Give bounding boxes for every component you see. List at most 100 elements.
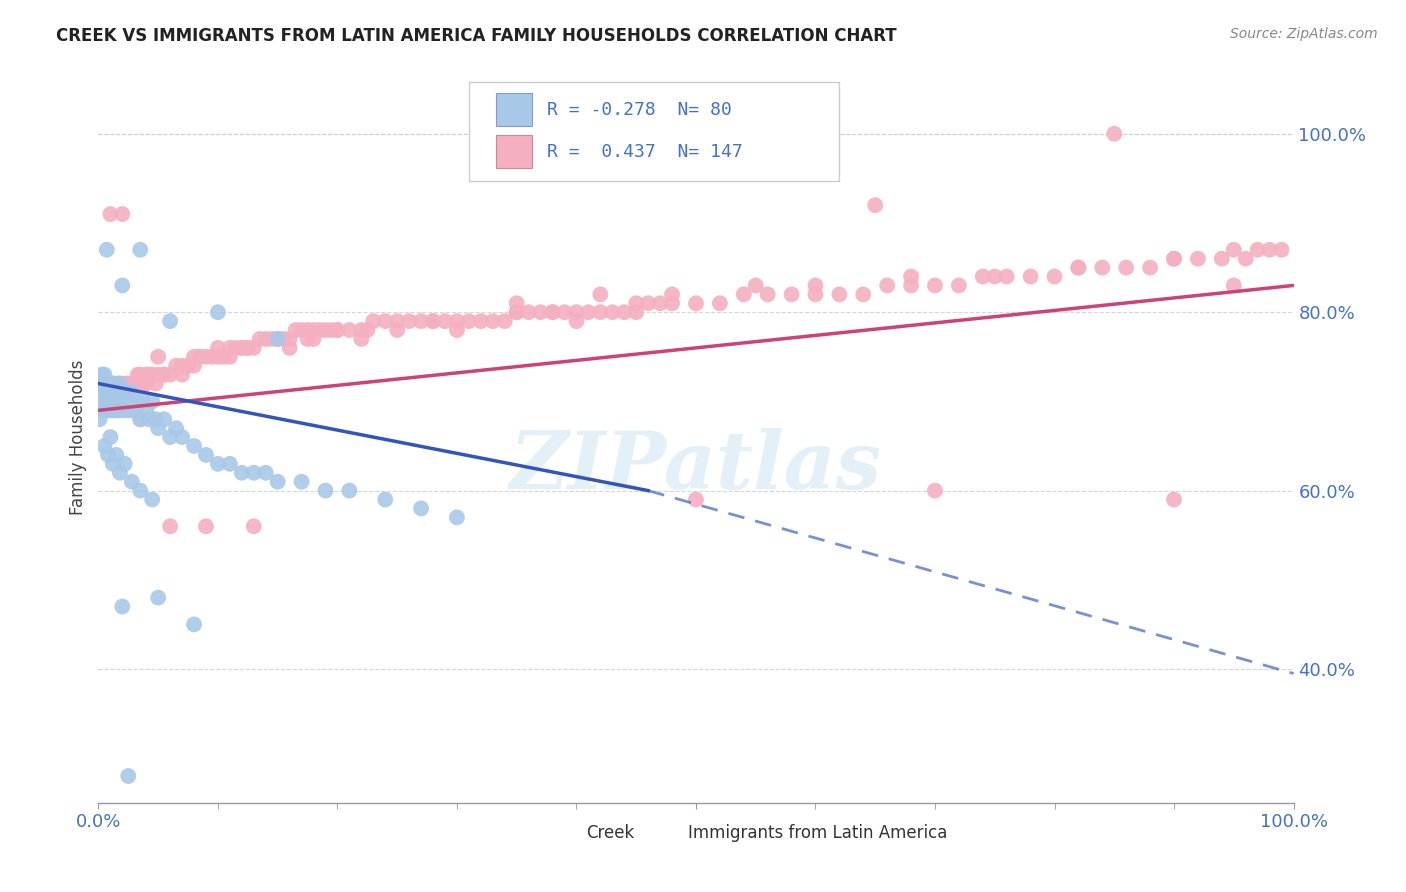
Point [267, 332, 290, 346]
Point [172, 430, 194, 444]
Point [141, 492, 163, 507]
Point [94, 376, 117, 391]
Point [148, 350, 170, 364]
Point [207, 305, 229, 319]
Point [1067, 260, 1090, 275]
Point [121, 385, 143, 400]
Point [172, 359, 194, 373]
Point [127, 394, 149, 409]
Point [91, 368, 114, 382]
Point [97, 394, 120, 409]
Point [446, 323, 468, 337]
Point [273, 332, 295, 346]
Point [1163, 492, 1185, 507]
Point [100, 385, 122, 400]
Point [626, 296, 648, 310]
Point [108, 394, 131, 409]
Text: R = -0.278  N= 80: R = -0.278 N= 80 [547, 101, 731, 119]
Point [115, 403, 138, 417]
Point [183, 617, 205, 632]
Point [177, 359, 200, 373]
Text: Source: ZipAtlas.com: Source: ZipAtlas.com [1230, 27, 1378, 41]
Point [148, 591, 170, 605]
Point [254, 332, 277, 346]
Point [98, 207, 122, 221]
Point [105, 376, 128, 391]
Point [1163, 252, 1185, 266]
Point [1139, 260, 1161, 275]
Point [900, 278, 922, 293]
Point [111, 599, 134, 614]
Point [159, 430, 181, 444]
Point [685, 296, 707, 310]
Point [865, 198, 887, 212]
Point [148, 421, 170, 435]
Point [93, 385, 115, 400]
Point [103, 385, 125, 400]
Point [565, 305, 588, 319]
Point [589, 287, 612, 301]
Point [948, 278, 970, 293]
Point [374, 314, 396, 328]
Point [243, 519, 266, 533]
Point [972, 269, 994, 284]
Point [91, 403, 114, 417]
Point [114, 376, 136, 391]
Point [96, 403, 118, 417]
Point [756, 287, 779, 301]
Point [118, 403, 141, 417]
Point [89, 412, 111, 426]
Point [225, 341, 247, 355]
Point [302, 323, 325, 337]
Point [107, 403, 129, 417]
Point [105, 403, 128, 417]
Point [231, 341, 253, 355]
Point [129, 412, 152, 426]
Point [446, 510, 468, 524]
Point [852, 287, 875, 301]
Point [159, 368, 181, 382]
Point [517, 305, 540, 319]
Point [1019, 269, 1042, 284]
Point [129, 243, 152, 257]
Point [201, 350, 224, 364]
Point [105, 448, 128, 462]
Point [1091, 260, 1114, 275]
Point [183, 359, 205, 373]
Point [159, 519, 181, 533]
Point [1271, 243, 1294, 257]
Point [98, 394, 122, 409]
Point [1247, 243, 1270, 257]
Point [135, 376, 157, 391]
Point [91, 394, 114, 409]
Point [129, 368, 152, 382]
Point [267, 475, 290, 489]
Point [326, 323, 349, 337]
FancyBboxPatch shape [648, 819, 678, 847]
Point [1067, 260, 1090, 275]
Point [780, 287, 803, 301]
Point [733, 287, 755, 301]
Point [900, 269, 922, 284]
Point [183, 439, 205, 453]
Point [626, 305, 648, 319]
Point [188, 350, 211, 364]
Point [104, 394, 127, 409]
Point [613, 305, 636, 319]
Point [356, 323, 378, 337]
Point [103, 403, 125, 417]
Point [114, 457, 136, 471]
Point [828, 287, 851, 301]
Point [98, 430, 122, 444]
Point [107, 394, 129, 409]
Text: CREEK VS IMMIGRANTS FROM LATIN AMERICA FAMILY HOUSEHOLDS CORRELATION CHART: CREEK VS IMMIGRANTS FROM LATIN AMERICA F… [56, 27, 897, 45]
Point [97, 448, 120, 462]
Point [145, 412, 167, 426]
Point [745, 278, 768, 293]
Point [129, 412, 152, 426]
Point [231, 341, 253, 355]
Point [127, 368, 149, 382]
Point [110, 403, 132, 417]
Point [637, 296, 659, 310]
Y-axis label: Family Households: Family Households [69, 359, 87, 515]
